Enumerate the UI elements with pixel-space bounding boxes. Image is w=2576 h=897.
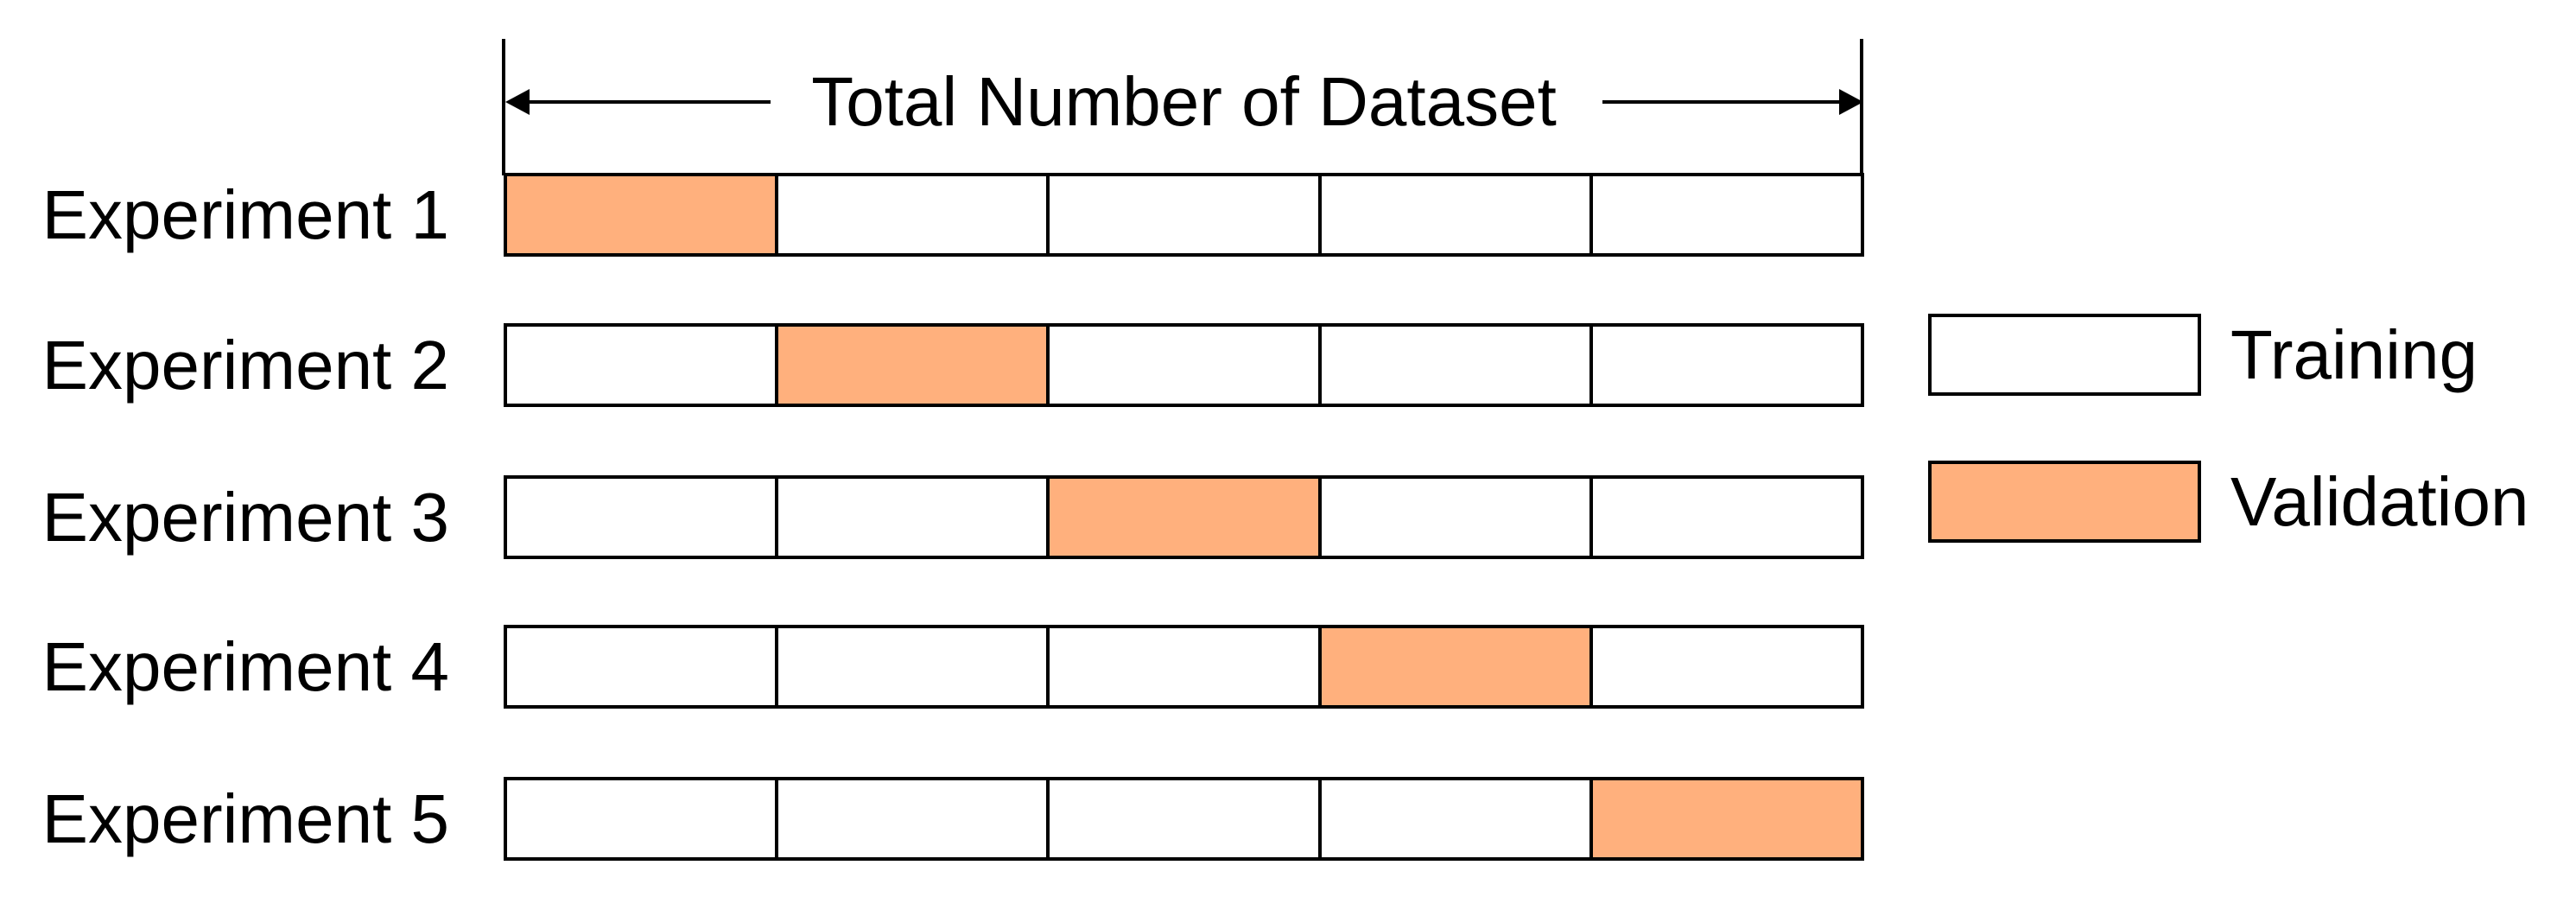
dataset-bar-4 <box>504 625 1864 709</box>
total-dataset-label: Total Number of Dataset <box>811 63 1557 140</box>
fold-segment <box>778 327 1050 404</box>
dataset-bar-3 <box>504 475 1864 559</box>
fold-segment <box>1050 479 1322 556</box>
experiment-row-2: Experiment 2 <box>0 323 2576 407</box>
experiment-3-label: Experiment 3 <box>41 479 449 556</box>
right-arrowhead-icon <box>1839 89 1863 115</box>
experiment-row-4: Experiment 4 <box>0 625 2576 709</box>
experiment-1-label: Experiment 1 <box>41 176 449 253</box>
training-swatch <box>1928 314 2201 396</box>
fold-segment <box>1321 628 1593 705</box>
experiment-4-label: Experiment 4 <box>41 628 449 705</box>
fold-segment <box>1592 479 1862 556</box>
fold-segment <box>778 780 1050 857</box>
fold-segment <box>1321 327 1593 404</box>
fold-segment <box>1321 780 1593 857</box>
fold-segment <box>1592 628 1862 705</box>
fold-segment <box>778 176 1050 253</box>
fold-segment <box>1592 327 1862 404</box>
fold-segment <box>1321 479 1593 556</box>
experiment-row-3: Experiment 3 <box>0 475 2576 559</box>
dataset-bar-1 <box>504 173 1864 257</box>
experiment-row-5: Experiment 5 <box>0 777 2576 861</box>
fold-segment <box>778 628 1050 705</box>
arrow-line-right <box>1602 100 1844 104</box>
fold-segment <box>778 479 1050 556</box>
legend-label-validation: Validation <box>2230 463 2529 540</box>
fold-segment <box>1050 780 1322 857</box>
left-arrowhead-icon <box>505 89 530 115</box>
dataset-bar-5 <box>504 777 1864 861</box>
dataset-bar-2 <box>504 323 1864 407</box>
validation-swatch <box>1928 461 2201 543</box>
fold-segment <box>1050 628 1322 705</box>
experiment-5-label: Experiment 5 <box>41 780 449 857</box>
fold-segment <box>507 176 779 253</box>
experiment-2-label: Experiment 2 <box>41 327 449 404</box>
fold-segment <box>1592 780 1862 857</box>
fold-segment <box>507 628 779 705</box>
experiment-row-1: Experiment 1 <box>0 173 2576 257</box>
fold-segment <box>1321 176 1593 253</box>
legend-label-training: Training <box>2230 316 2478 393</box>
arrow-line-left <box>527 100 771 104</box>
fold-segment <box>507 780 779 857</box>
fold-segment <box>1050 327 1322 404</box>
fold-segment <box>1592 176 1862 253</box>
fold-segment <box>507 479 779 556</box>
fold-segment <box>1050 176 1322 253</box>
dataset-left-boundary-tick <box>502 39 505 175</box>
fold-segment <box>507 327 779 404</box>
